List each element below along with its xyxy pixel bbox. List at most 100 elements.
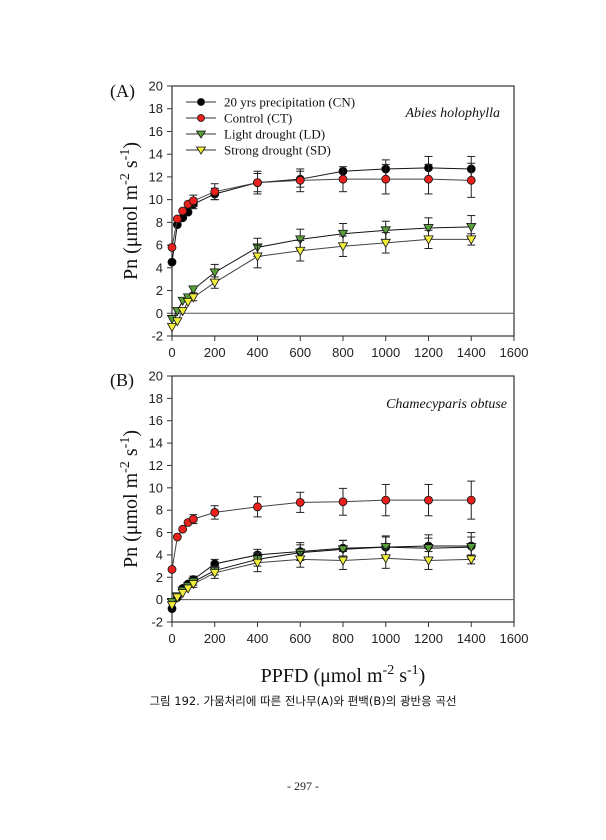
page-number: - 297 - xyxy=(287,779,319,793)
data-point xyxy=(172,214,182,224)
data-point xyxy=(252,252,263,262)
data-point xyxy=(466,223,477,233)
x-tick-label: 1000 xyxy=(371,345,400,360)
data-point xyxy=(178,524,188,534)
y-tick-label: 2 xyxy=(156,570,163,585)
data-point xyxy=(337,242,349,252)
data-point xyxy=(178,206,188,216)
y-tick-label: 14 xyxy=(149,436,163,451)
y-tick-label: 10 xyxy=(149,192,163,207)
y-tick-label: 8 xyxy=(156,215,163,230)
x-tick-label: 1600 xyxy=(500,345,529,360)
y-tick-label: 0 xyxy=(156,306,163,321)
legend: 20 yrs precipitation (CN)Control (CT)Lig… xyxy=(186,95,355,158)
panel-label: (B) xyxy=(110,370,134,391)
series-1 xyxy=(167,480,476,574)
y-tick-label: 16 xyxy=(149,413,163,428)
data-point xyxy=(380,543,391,553)
series-1 xyxy=(167,162,476,252)
series-line xyxy=(171,546,472,603)
data-point xyxy=(166,323,178,333)
data-point xyxy=(380,554,391,564)
x-tick-label: 0 xyxy=(168,345,175,360)
x-tick-label: 200 xyxy=(204,631,226,646)
data-point xyxy=(177,589,188,599)
species-label: Chamecyparis obtuse xyxy=(386,397,507,412)
data-point xyxy=(380,226,391,236)
data-point xyxy=(423,224,434,234)
x-tick-label: 400 xyxy=(247,345,269,360)
data-point xyxy=(188,285,199,295)
data-point xyxy=(172,317,183,327)
data-point xyxy=(188,293,199,303)
data-point xyxy=(337,556,349,566)
panel-label: (A) xyxy=(110,81,135,102)
figure-caption: 그림 192. 가뭄처리에 따른 전나무(A)와 편백(B)의 광반응 곡선 xyxy=(149,694,457,708)
x-tick-label: 200 xyxy=(204,345,226,360)
legend-label: 20 yrs precipitation (CN) xyxy=(224,95,355,110)
data-point xyxy=(295,246,306,257)
x-tick-label: 0 xyxy=(168,631,175,646)
data-point xyxy=(295,235,306,245)
data-point xyxy=(172,532,182,542)
y-tick-label: 12 xyxy=(149,458,163,473)
x-tick-label: 800 xyxy=(332,345,354,360)
y-tick-label: -2 xyxy=(151,329,163,344)
x-tick-label: 600 xyxy=(289,631,311,646)
series-3 xyxy=(166,547,477,611)
data-point xyxy=(209,568,220,579)
y-tick-label: 18 xyxy=(149,391,163,406)
legend-label: Control (CT) xyxy=(224,111,292,126)
x-tick-label: 1600 xyxy=(500,631,529,646)
y-tick-label: 10 xyxy=(149,480,163,495)
data-point xyxy=(381,495,391,505)
y-tick-label: 2 xyxy=(156,283,163,298)
data-point xyxy=(253,178,262,187)
data-point xyxy=(337,229,349,240)
data-point xyxy=(188,196,198,206)
y-tick-label: 6 xyxy=(156,238,163,253)
data-point xyxy=(188,580,199,590)
species-label: Abies holophylla xyxy=(405,106,501,121)
data-point xyxy=(466,543,477,553)
x-tick-label: 1200 xyxy=(414,345,443,360)
legend-label: Strong drought (SD) xyxy=(224,143,331,158)
x-tick-label: 1400 xyxy=(457,345,486,360)
x-tick-label: 800 xyxy=(332,631,354,646)
y-tick-label: 4 xyxy=(156,260,163,275)
data-point xyxy=(423,544,434,554)
x-tick-label: 400 xyxy=(247,631,269,646)
data-point xyxy=(466,235,477,245)
x-tick-label: 1400 xyxy=(457,631,486,646)
x-axis-title: PPFD (μmol m-2 s-1) xyxy=(261,663,426,687)
data-point xyxy=(380,238,391,249)
data-point xyxy=(177,307,188,317)
data-point xyxy=(424,174,433,184)
y-axis-title-b: Pn (μmol m-2 s-1) xyxy=(118,430,142,568)
y-tick-label: 4 xyxy=(156,547,163,562)
data-point xyxy=(423,235,434,245)
data-point xyxy=(337,545,349,555)
data-point xyxy=(424,495,433,505)
y-tick-label: 18 xyxy=(149,101,163,116)
data-point xyxy=(166,601,178,611)
legend-marker xyxy=(195,130,207,139)
y-tick-label: 14 xyxy=(149,147,163,162)
data-point xyxy=(210,508,220,517)
data-point xyxy=(466,555,477,565)
y-tick-label: 12 xyxy=(149,169,163,184)
x-tick-label: 600 xyxy=(289,345,311,360)
data-point xyxy=(381,174,391,184)
data-point xyxy=(252,558,263,569)
legend-label: Light drought (LD) xyxy=(224,127,325,142)
y-tick-label: -2 xyxy=(151,615,163,630)
data-point xyxy=(466,495,476,505)
data-point xyxy=(253,502,262,512)
y-tick-label: 20 xyxy=(149,79,163,94)
data-point xyxy=(182,584,194,594)
legend-marker xyxy=(197,98,205,106)
data-point xyxy=(423,556,434,566)
